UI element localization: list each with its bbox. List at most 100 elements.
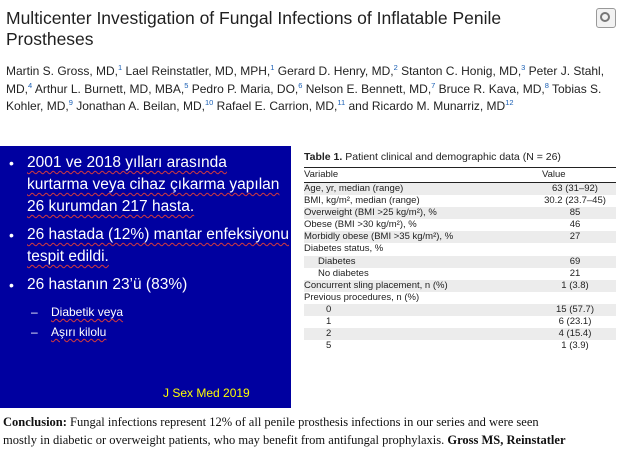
affiliation-marker[interactable]: 4 bbox=[28, 80, 33, 90]
row-value: 6 (23.1) bbox=[558, 316, 592, 328]
author-name: Gerard D. Henry, MD, bbox=[277, 64, 394, 78]
column-header-value: Value bbox=[542, 169, 566, 180]
affiliation-marker[interactable]: 6 bbox=[298, 80, 303, 90]
bullet-text: 26 hastada (12%) mantar enfeksiyonu tesp… bbox=[27, 226, 289, 265]
affiliation-marker[interactable]: 3 bbox=[521, 63, 526, 72]
affiliation-marker[interactable]: 5 bbox=[184, 80, 189, 90]
row-value: 30.2 (23.7–45) bbox=[544, 195, 606, 207]
table-row: Diabetes status, % bbox=[304, 243, 616, 255]
row-label: Concurrent sling placement, n (%) bbox=[304, 279, 448, 291]
row-value: 4 (15.4) bbox=[558, 328, 592, 340]
row-label: Diabetes bbox=[318, 255, 356, 267]
bullet-text: 26 hastanın 23’ü (83%) bbox=[27, 276, 188, 293]
table-body: Age, yr, median (range) 63 (31–92) BMI, kg… bbox=[304, 183, 616, 352]
row-value bbox=[539, 243, 611, 255]
crossmark-icon[interactable] bbox=[596, 8, 616, 28]
sub-bullet-item: – Aşırı kilolu bbox=[31, 322, 289, 342]
row-label: 1 bbox=[326, 316, 332, 328]
journal-citation: J Sex Med 2019 bbox=[163, 386, 250, 400]
affiliation-marker[interactable]: 2 bbox=[393, 63, 398, 72]
table-row: Diabetes 69 bbox=[304, 255, 616, 268]
row-value bbox=[539, 292, 611, 304]
table-row: Age, yr, median (range) 63 (31–92) bbox=[304, 183, 616, 196]
table-header: Variable Value bbox=[304, 168, 616, 182]
table-row: 0 15 (57.7) bbox=[304, 303, 616, 317]
table-row: Overweight (BMI >25 kg/m²), % 85 bbox=[304, 207, 616, 220]
table-row: Concurrent sling placement, n (%) 1 (3.8) bbox=[304, 279, 616, 292]
conclusion-line: Conclusion: Fungal infections represent … bbox=[3, 413, 620, 431]
affiliation-marker[interactable]: 7 bbox=[431, 80, 436, 90]
row-label: BMI, kg/m², median (range) bbox=[304, 195, 420, 207]
author-name: Arthur L. Burnett, MD, MBA, bbox=[34, 81, 185, 96]
dash-icon: – bbox=[31, 325, 38, 339]
row-value: 1 (3.8) bbox=[561, 279, 589, 291]
bullet-dot-icon: • bbox=[9, 227, 14, 243]
row-label: Age, yr, median (range) bbox=[304, 183, 404, 194]
row-label: Previous procedures, n (%) bbox=[304, 291, 420, 303]
author-name: Peter J. Stahl, MD, bbox=[6, 64, 605, 96]
table-caption-text: Patient clinical and demographic data (N… bbox=[345, 151, 561, 163]
table-header-rule bbox=[304, 182, 616, 183]
affiliation-marker[interactable]: 8 bbox=[544, 80, 549, 90]
affiliation-marker[interactable]: 11 bbox=[337, 98, 346, 107]
table-row: 5 1 (3.9) bbox=[304, 340, 616, 352]
table-row: Obese (BMI >30 kg/m²), % 46 bbox=[304, 219, 616, 231]
conclusion-label: Conclusion: bbox=[3, 415, 67, 429]
table-caption: Table 1. Patient clinical and demographi… bbox=[304, 150, 616, 164]
row-label: 0 bbox=[326, 303, 332, 315]
table-row: 2 4 (15.4) bbox=[304, 328, 616, 341]
table-row: BMI, kg/m², median (range) 30.2 (23.7–45) bbox=[304, 195, 616, 207]
sub-bullet-text: Diabetik veya bbox=[51, 305, 124, 319]
affiliation-marker[interactable]: 12 bbox=[505, 98, 514, 107]
author-name: Martin S. Gross, MD, bbox=[6, 64, 119, 78]
author-name: Bruce R. Kava, MD, bbox=[438, 81, 545, 96]
row-label: Overweight (BMI >25 kg/m²), % bbox=[304, 207, 437, 219]
author-name: Jonathan A. Beilan, MD, bbox=[76, 99, 205, 113]
affiliation-marker[interactable]: 1 bbox=[270, 63, 275, 72]
affiliation-marker[interactable]: 10 bbox=[204, 98, 214, 107]
table-top-rule bbox=[304, 167, 616, 168]
author-name: Pedro P. Maria, DO, bbox=[191, 81, 299, 96]
bullet-item: • 2001 ve 2018 yılları arasında kurtarma… bbox=[9, 152, 289, 218]
row-value: 15 (57.7) bbox=[555, 303, 595, 315]
row-value: 63 (31–92) bbox=[552, 183, 598, 194]
table-caption-label: Table 1. bbox=[304, 151, 343, 163]
conclusion-line2: mostly in diabetic or overweight patient… bbox=[3, 433, 445, 447]
slide-bullets: • 2001 ve 2018 yılları arasında kurtarma… bbox=[9, 152, 289, 342]
author-name: Nelson E. Bennett, MD, bbox=[305, 81, 432, 96]
affiliation-marker[interactable]: 1 bbox=[118, 63, 123, 72]
column-header-variable: Variable bbox=[304, 169, 339, 180]
conclusion-text: Conclusion: Fungal infections represent … bbox=[3, 413, 620, 449]
bullet-text: 2001 ve 2018 yılları arasında kurtarma v… bbox=[27, 154, 280, 215]
row-value: 1 (3.9) bbox=[561, 340, 589, 352]
slide-summary-box bbox=[0, 146, 291, 408]
bullet-dot-icon: • bbox=[9, 277, 14, 293]
row-value: 27 bbox=[569, 231, 581, 243]
sub-bullet-item: – Diabetik veya bbox=[31, 302, 289, 322]
table-row: Previous procedures, n (%) bbox=[304, 292, 616, 304]
paper-title: Multicenter Investigation of Fungal Infe… bbox=[6, 8, 502, 49]
author-name: Stanton C. Honig, MD, bbox=[401, 64, 522, 78]
table-row: 1 6 (23.1) bbox=[304, 316, 616, 328]
row-value: 69 bbox=[569, 255, 581, 267]
sub-bullet-text: Aşırı kilolu bbox=[51, 325, 107, 339]
author-name: Lael Reinstatler, MD, MPH, bbox=[125, 64, 271, 78]
sub-bullets: – Diabetik veya – Aşırı kilolu bbox=[31, 302, 289, 342]
row-label: 2 bbox=[326, 328, 332, 340]
author-name: and Ricardo M. Munarriz, MD bbox=[348, 99, 506, 113]
row-value: 85 bbox=[569, 207, 581, 219]
author-list: Martin S. Gross, MD,1 Lael Reinstatler, … bbox=[6, 63, 616, 116]
author-name: Tobias S. Kohler, MD, bbox=[6, 81, 602, 114]
patient-data-table: Table 1. Patient clinical and demographi… bbox=[304, 150, 616, 352]
author-name: Rafael E. Carrion, MD, bbox=[216, 99, 338, 113]
affiliation-marker[interactable]: 9 bbox=[68, 98, 73, 107]
table-row: Morbidly obese (BMI >35 kg/m²), % 27 bbox=[304, 231, 616, 244]
row-label: No diabetes bbox=[318, 267, 369, 279]
conclusion-line1: Fungal infections represent 12% of all p… bbox=[70, 415, 539, 429]
bullet-item: • 26 hastada (12%) mantar enfeksiyonu te… bbox=[9, 224, 289, 268]
row-label: Morbidly obese (BMI >35 kg/m²), % bbox=[304, 231, 454, 243]
row-value: 46 bbox=[569, 219, 581, 231]
bullet-item: • 26 hastanın 23’ü (83%) bbox=[9, 274, 289, 296]
dash-icon: – bbox=[31, 305, 38, 319]
bullet-dot-icon: • bbox=[9, 155, 14, 171]
